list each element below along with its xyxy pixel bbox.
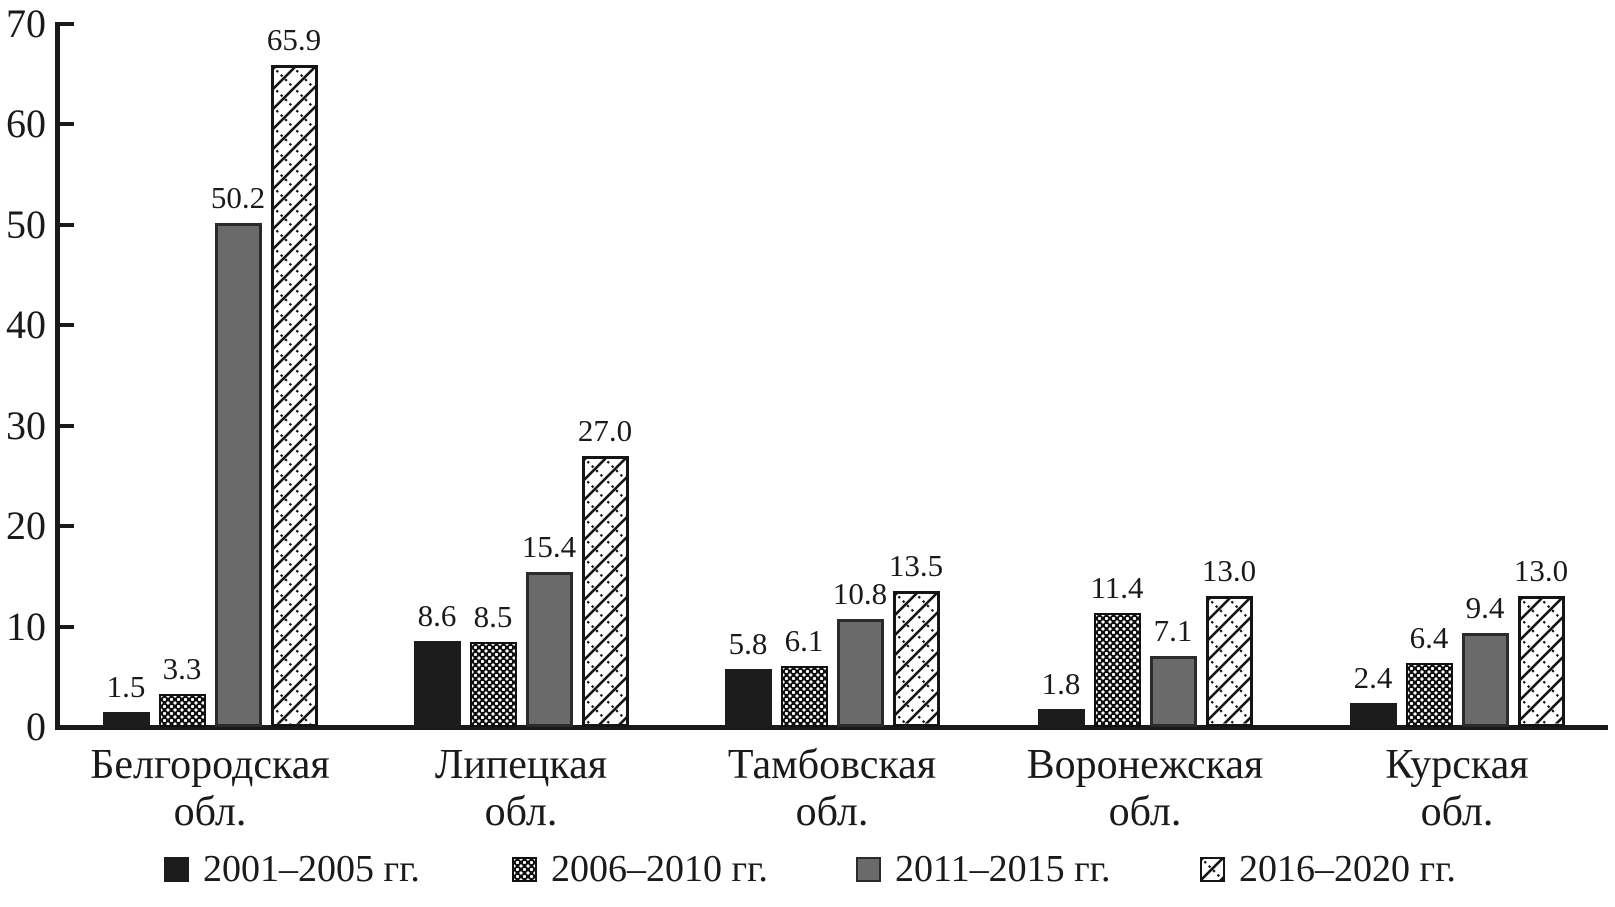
bar-value-label: 9.4 (1465, 589, 1505, 625)
bar-diagonal-hatch (1205, 596, 1253, 727)
bar-solid-black (413, 640, 461, 727)
bar-value-label: 8.5 (473, 598, 513, 634)
y-tick-mark (60, 122, 74, 127)
bar-dotted-black (780, 665, 828, 727)
bar-dotted-black (1093, 612, 1141, 727)
y-tick-label: 30 (6, 402, 46, 448)
x-category-label: Белгородская обл. (90, 742, 330, 835)
x-category-label: Курская обл. (1385, 742, 1529, 835)
bar-value-label: 13.0 (1201, 553, 1257, 589)
bar-solid-black (1037, 708, 1085, 727)
y-tick-mark (60, 22, 74, 26)
y-tick-mark (60, 725, 74, 729)
x-category-label: Липецкая обл. (434, 742, 608, 835)
x-category-label: Тамбовская обл. (727, 742, 937, 835)
bar-value-label: 8.6 (417, 597, 457, 633)
legend-label: 2011–2015 гг. (895, 848, 1111, 890)
bar-solid-gray (214, 222, 262, 727)
bar-solid-black (1349, 702, 1397, 727)
y-tick-mark (60, 323, 74, 328)
bar-diagonal-hatch (892, 591, 940, 727)
y-tick-label: 40 (6, 302, 46, 348)
bar-value-label: 50.2 (210, 179, 266, 215)
bar-diagonal-hatch (581, 455, 629, 727)
bar-value-label: 1.5 (106, 668, 146, 704)
y-tick-label: 50 (6, 201, 46, 247)
diagonal-hatch-pattern (895, 594, 937, 724)
diagonal-hatch-pattern (584, 458, 626, 724)
bar-solid-gray (1149, 655, 1197, 727)
bar-value-label: 7.1 (1153, 612, 1193, 648)
bar-value-label: 65.9 (266, 22, 322, 58)
y-axis-line (55, 22, 60, 730)
y-tick-label: 0 (26, 704, 46, 749)
bar-value-label: 13.0 (1513, 553, 1569, 589)
bar-dotted-black (469, 641, 517, 727)
bar-solid-black (724, 668, 772, 727)
legend-marker-solid-black (164, 857, 189, 882)
bar-value-label: 3.3 (162, 650, 202, 686)
legend-label: 2001–2005 гг. (203, 848, 420, 890)
bar-dotted-black (1405, 662, 1453, 727)
bar-dotted-black (158, 693, 206, 727)
bar-diagonal-hatch (1517, 596, 1565, 727)
y-tick-mark (60, 222, 74, 227)
y-tick-label: 70 (6, 1, 46, 46)
bar-value-label: 6.4 (1409, 619, 1449, 655)
bar-solid-black (102, 711, 150, 727)
y-tick-label: 20 (6, 503, 46, 549)
bar-value-label: 15.4 (521, 529, 577, 565)
x-axis-line (55, 725, 1608, 730)
bar-solid-gray (1461, 632, 1509, 727)
bar-solid-gray (525, 572, 573, 727)
x-category-label: Воронежская обл. (1026, 742, 1264, 835)
legend-label: 2006–2010 гг. (551, 848, 768, 890)
bar-value-label: 6.1 (784, 622, 824, 658)
y-tick-label: 60 (6, 101, 46, 147)
bar-solid-gray (836, 618, 884, 727)
bar-value-label: 2.4 (1353, 659, 1393, 695)
legend-marker-solid-gray (856, 857, 881, 882)
y-tick-label: 10 (6, 603, 46, 649)
y-tick-mark (60, 624, 74, 629)
bar-value-label: 5.8 (728, 625, 768, 661)
bar-value-label: 13.5 (888, 548, 944, 584)
diagonal-hatch-pattern (1520, 599, 1562, 724)
legend-label: 2016–2020 гг. (1239, 848, 1456, 890)
diagonal-hatch-pattern (273, 68, 315, 724)
legend-marker-dotted-black (512, 857, 537, 882)
diagonal-hatch-pattern (1208, 599, 1250, 724)
bar-value-label: 10.8 (832, 575, 888, 611)
bar-value-label: 27.0 (577, 412, 633, 448)
bar-value-label: 1.8 (1041, 665, 1081, 701)
diagonal-hatch-pattern (1202, 859, 1223, 880)
legend-marker-diagonal-hatch (1200, 857, 1225, 882)
y-tick-mark (60, 524, 74, 529)
bar-diagonal-hatch (270, 65, 318, 727)
bar-value-label: 11.4 (1090, 569, 1144, 605)
y-tick-mark (60, 423, 74, 428)
